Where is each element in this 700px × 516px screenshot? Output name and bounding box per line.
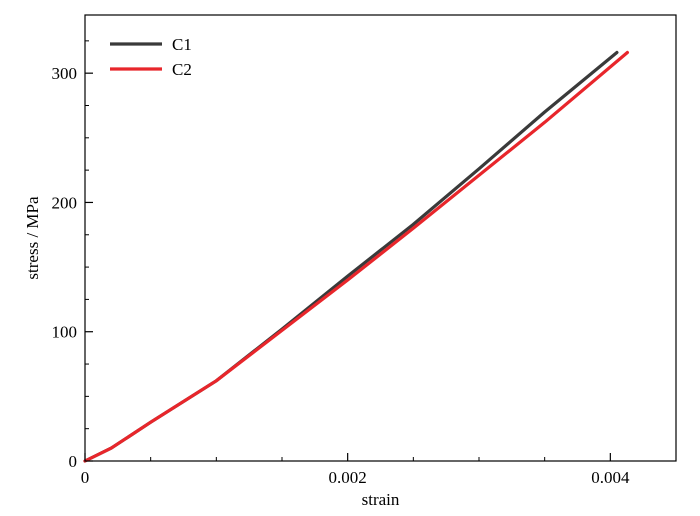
- x-tick-label: 0.004: [591, 468, 630, 487]
- tick-labels: 0 0.002 0.004 0 100 200 300: [52, 64, 630, 487]
- axis-ticks: [84, 40, 611, 462]
- y-axis-label: stress / MPa: [23, 196, 42, 280]
- series-lines: [83, 50, 630, 463]
- x-tick-label: 0: [81, 468, 90, 487]
- legend-label-c1: C1: [172, 35, 192, 54]
- plot-frame: [84, 14, 677, 462]
- x-axis-label: strain: [362, 490, 400, 509]
- x-tick-label: 0.002: [329, 468, 367, 487]
- series-line-c2: [83, 50, 630, 463]
- series-line-c1: [83, 50, 619, 463]
- y-tick-label: 200: [52, 193, 78, 212]
- y-tick-label: 100: [52, 323, 78, 342]
- y-tick-label: 300: [52, 64, 78, 83]
- y-tick-label: 0: [69, 452, 78, 471]
- legend-label-c2: C2: [172, 60, 192, 79]
